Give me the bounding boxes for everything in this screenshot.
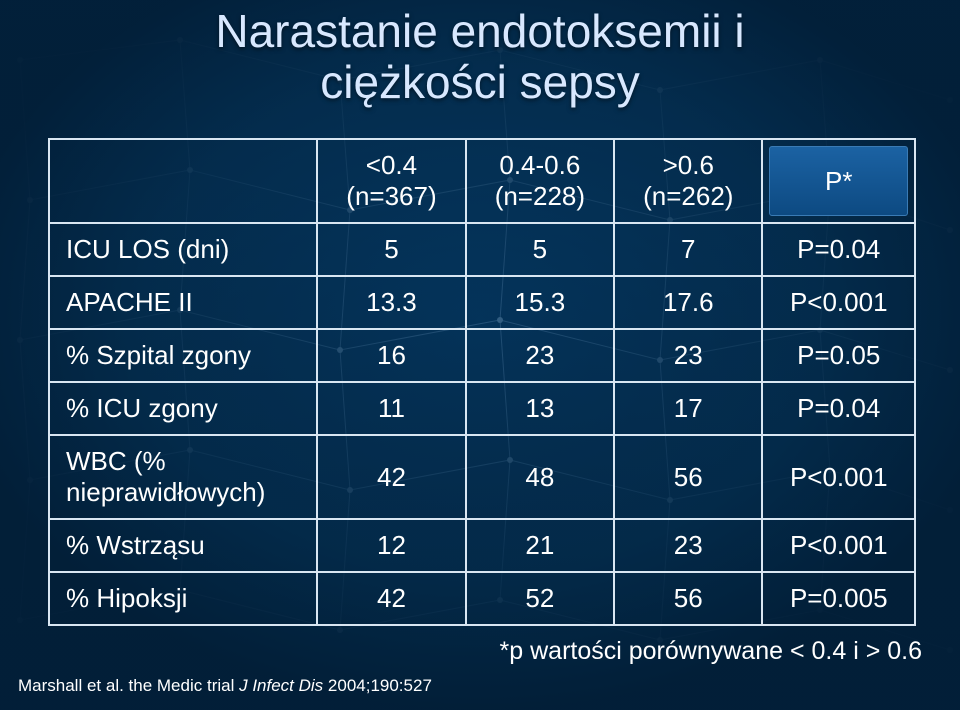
- pstar-badge: P*: [769, 146, 908, 216]
- title-line1: Narastanie endotoksemii i: [215, 5, 744, 57]
- cell: 21: [466, 519, 614, 572]
- row-label: ICU LOS (dni): [50, 223, 317, 276]
- header-col3: >0.6 (n=262): [614, 140, 762, 223]
- cell: 56: [614, 435, 762, 519]
- table-row: APACHE II13.315.317.6P<0.001: [50, 276, 914, 329]
- header-col2: 0.4-0.6 (n=228): [466, 140, 614, 223]
- table-row: % Hipoksji425256P=0.005: [50, 572, 914, 624]
- row-label: % Hipoksji: [50, 572, 317, 624]
- header-blank: [50, 140, 317, 223]
- cell: 15.3: [466, 276, 614, 329]
- cell: 13: [466, 382, 614, 435]
- cell: 17: [614, 382, 762, 435]
- row-label: % Wstrząsu: [50, 519, 317, 572]
- cell: 11: [317, 382, 465, 435]
- table-row: ICU LOS (dni)557P=0.04: [50, 223, 914, 276]
- cell-p: P<0.001: [762, 276, 914, 329]
- header-pstar: P*: [762, 140, 914, 223]
- citation-prefix: Marshall et al. the Medic trial: [18, 676, 239, 695]
- cell: 48: [466, 435, 614, 519]
- cell-p: P=0.005: [762, 572, 914, 624]
- table-row: % Szpital zgony162323P=0.05: [50, 329, 914, 382]
- row-label: % ICU zgony: [50, 382, 317, 435]
- cell: 56: [614, 572, 762, 624]
- cell: 23: [614, 329, 762, 382]
- cell: 23: [614, 519, 762, 572]
- citation: Marshall et al. the Medic trial J Infect…: [18, 676, 432, 696]
- row-label: WBC (% nieprawidłowych): [50, 435, 317, 519]
- header-col1: <0.4 (n=367): [317, 140, 465, 223]
- cell: 17.6: [614, 276, 762, 329]
- cell-p: P<0.001: [762, 435, 914, 519]
- cell: 5: [317, 223, 465, 276]
- cell: 42: [317, 572, 465, 624]
- slide: Narastanie endotoksemii i ciężkości seps…: [0, 0, 960, 710]
- slide-title: Narastanie endotoksemii i ciężkości seps…: [0, 6, 960, 107]
- cell: 23: [466, 329, 614, 382]
- cell-p: P=0.04: [762, 382, 914, 435]
- table-row: % Wstrząsu122123P<0.001: [50, 519, 914, 572]
- p-note: *p wartości porównywane < 0.4 i > 0.6: [500, 637, 922, 666]
- cell: 52: [466, 572, 614, 624]
- cell-p: P=0.05: [762, 329, 914, 382]
- cell: 13.3: [317, 276, 465, 329]
- cell-p: P<0.001: [762, 519, 914, 572]
- row-label: APACHE II: [50, 276, 317, 329]
- row-label: % Szpital zgony: [50, 329, 317, 382]
- data-table: <0.4 (n=367) 0.4-0.6 (n=228) >0.6 (n=262…: [48, 138, 916, 626]
- table-row: % ICU zgony111317P=0.04: [50, 382, 914, 435]
- citation-suffix: 2004;190:527: [328, 676, 432, 695]
- cell: 16: [317, 329, 465, 382]
- cell-p: P=0.04: [762, 223, 914, 276]
- table-header-row: <0.4 (n=367) 0.4-0.6 (n=228) >0.6 (n=262…: [50, 140, 914, 223]
- cell: 5: [466, 223, 614, 276]
- table-row: WBC (% nieprawidłowych)424856P<0.001: [50, 435, 914, 519]
- cell: 12: [317, 519, 465, 572]
- cell: 42: [317, 435, 465, 519]
- cell: 7: [614, 223, 762, 276]
- citation-italic: J Infect Dis: [239, 676, 328, 695]
- title-line2: ciężkości sepsy: [320, 56, 640, 108]
